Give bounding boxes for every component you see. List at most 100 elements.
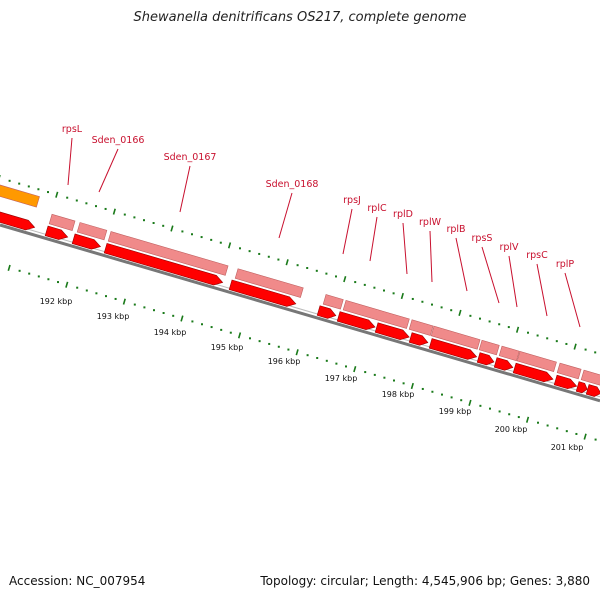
bottom-tick-major (237, 332, 242, 339)
bottom-tick-minor (95, 292, 98, 295)
gene-bar[interactable] (580, 369, 600, 388)
sequence-ticks-bottom (7, 264, 597, 441)
top-tick-minor (8, 179, 11, 182)
bottom-tick-minor (114, 297, 117, 300)
gene-bar[interactable] (107, 231, 229, 276)
top-tick-minor (267, 255, 270, 258)
gene-label-rpsl[interactable]: rpsL (62, 124, 83, 135)
cds-arrow[interactable] (71, 233, 102, 251)
gene-label-sden_0167[interactable]: Sden_0167 (164, 152, 217, 163)
callout-line (402, 222, 408, 275)
cds-arrow[interactable] (336, 311, 376, 332)
gene-bar[interactable] (430, 325, 481, 350)
gene-bar[interactable] (234, 268, 304, 298)
scale-label: 192 kbp (40, 297, 73, 306)
bottom-tick-minor (18, 269, 21, 272)
gene-label-rpsc[interactable]: rpsC (526, 250, 548, 261)
gene-bar[interactable] (322, 294, 344, 310)
bottom-tick-major (410, 382, 414, 390)
top-tick-minor (469, 314, 472, 317)
cds-arrow[interactable] (103, 242, 224, 287)
top-tick-minor (37, 188, 40, 191)
bottom-tick-minor (373, 373, 376, 376)
cds-arrow[interactable] (575, 381, 588, 394)
gene-label-rpss[interactable]: rpsS (472, 233, 493, 244)
gene-bar[interactable] (76, 222, 108, 241)
top-tick-minor (421, 300, 424, 303)
cds-arrow[interactable] (44, 225, 69, 242)
bottom-tick-minor (345, 365, 347, 368)
gene-bar[interactable] (48, 213, 76, 231)
sequence-ticks-top (0, 175, 597, 354)
top-tick-minor (315, 269, 318, 272)
gene-callouts: rpsL Sden_0166 Sden_0167 Sden_0168 rpsJ rplC r… (62, 124, 581, 328)
gene-label-sden_0168[interactable]: Sden_0168 (266, 179, 319, 190)
callout-line (67, 137, 73, 186)
top-tick-minor (95, 205, 97, 208)
gene-bar[interactable] (498, 345, 520, 362)
bottom-tick-minor (393, 379, 395, 382)
cds-arrow[interactable] (493, 357, 514, 373)
cds-arrow[interactable] (428, 338, 478, 362)
top-tick-minor (306, 267, 309, 270)
gene-label-sden_0166[interactable]: Sden_0166 (92, 135, 145, 146)
top-tick-major (573, 343, 577, 350)
cds-arrow[interactable] (228, 279, 297, 309)
cds-arrow[interactable] (476, 352, 495, 367)
bottom-tick-minor (201, 323, 203, 326)
bottom-tick-minor (210, 326, 213, 329)
top-tick-minor (104, 207, 107, 210)
gene-bar[interactable] (408, 319, 434, 336)
callout-line (179, 165, 191, 213)
top-tick-minor (527, 331, 529, 334)
top-tick-minor (498, 323, 501, 326)
bottom-tick-minor (460, 399, 463, 402)
bottom-tick-minor (143, 306, 146, 309)
highlight-feature[interactable] (0, 178, 40, 208)
cds-arrow[interactable] (512, 362, 554, 384)
gene-label-rpsj[interactable]: rpsJ (343, 195, 361, 206)
gene-bar[interactable] (342, 300, 410, 329)
callout-line (508, 255, 518, 308)
cds-arrow[interactable] (585, 384, 600, 399)
bottom-tick-minor (162, 312, 165, 315)
bottom-tick-minor (498, 410, 501, 413)
gene-label-rplc[interactable]: rplC (367, 203, 387, 214)
bottom-tick-minor (537, 421, 539, 424)
callout-line (455, 237, 468, 292)
bottom-tick-minor (316, 357, 319, 360)
bottom-tick-minor (335, 362, 338, 365)
cds-arrow[interactable] (316, 305, 337, 321)
gene-bar[interactable] (478, 339, 500, 356)
cds-arrow[interactable] (0, 208, 36, 232)
top-tick-major (112, 208, 116, 215)
feature-track (0, 178, 600, 399)
top-tick-minor (411, 297, 414, 300)
bottom-tick-minor (172, 314, 175, 317)
gene-label-rpld[interactable]: rplD (393, 209, 413, 220)
gene-label-rplb[interactable]: rplB (446, 224, 465, 235)
bottom-tick-major (65, 281, 69, 288)
bottom-tick-major (295, 349, 299, 356)
gene-label-rplw[interactable]: rplW (419, 217, 442, 228)
gene-bar[interactable] (516, 350, 557, 373)
top-tick-minor (143, 219, 145, 222)
bottom-tick-major (180, 315, 184, 322)
cds-arrow[interactable] (374, 322, 410, 342)
scale-labels: 192 kbp 193 kbp 194 kbp 195 kbp 196 kbp 197 k… (40, 297, 584, 452)
bottom-tick-minor (28, 272, 31, 275)
bottom-tick-minor (594, 438, 597, 441)
cds-arrow[interactable] (553, 374, 578, 391)
top-tick-major (458, 309, 462, 316)
bottom-tick-minor (565, 430, 568, 433)
gene-label-rplp[interactable]: rplP (556, 259, 575, 270)
top-tick-minor (335, 275, 337, 278)
top-tick-minor (219, 241, 222, 244)
top-tick-minor (479, 317, 481, 320)
gene-bar[interactable] (556, 362, 582, 380)
gene-label-rplv[interactable]: rplV (499, 242, 519, 253)
cds-arrow[interactable] (408, 332, 429, 348)
top-tick-minor (392, 292, 395, 295)
top-tick-minor (200, 236, 203, 239)
